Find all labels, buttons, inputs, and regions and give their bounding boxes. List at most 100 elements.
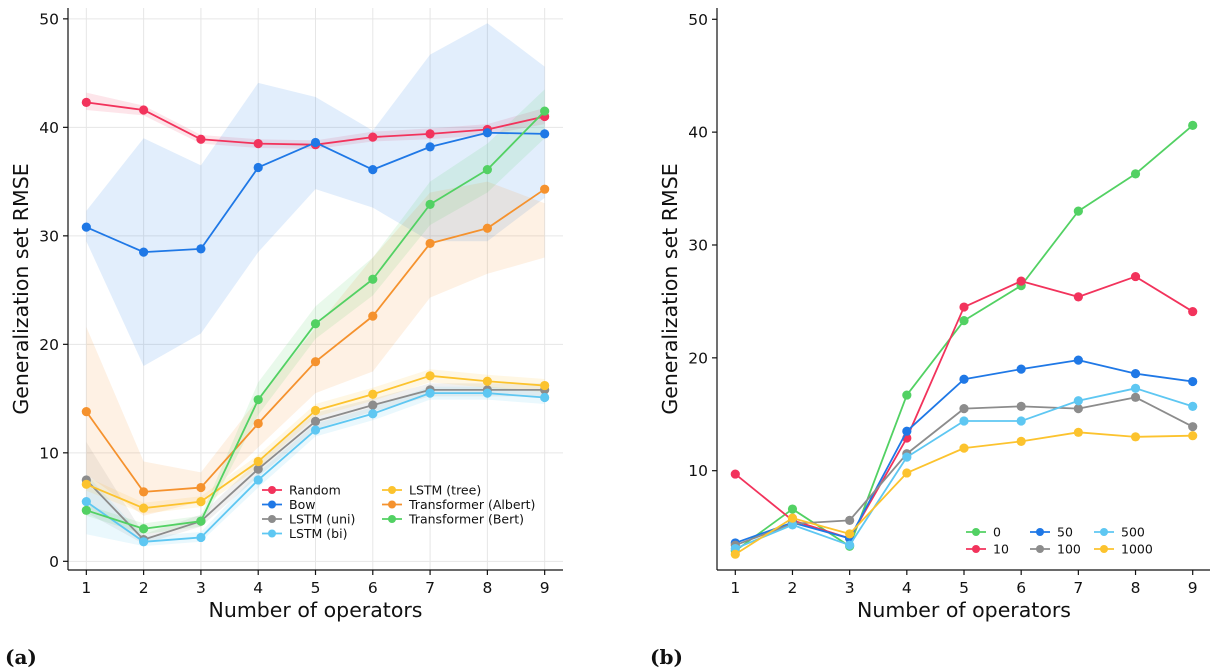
panel-b-point-s0-4 [902,390,912,400]
panel-a-point-s6-5 [310,319,321,329]
panel-b-point-s4-5 [959,416,969,426]
panel-a-point-s1-5 [310,137,321,148]
panel-a-point-s3-8 [482,388,492,398]
panel-a-point-s4-4 [253,456,263,467]
panel-b-point-s0-9 [1188,120,1198,130]
panel-b-legend-marker [1036,528,1044,536]
panel-a-y-axis-label: Generalization set RMSE [9,163,33,414]
panel-a-point-s5-4 [253,418,263,429]
panel-a-band-5 [86,181,545,516]
panel-b-point-s5-6 [1016,436,1026,446]
panel-a-point-s6-9 [540,106,550,116]
panel-b-legend-marker [1100,545,1108,553]
panel-a-legend-label: LSTM (uni) [289,512,355,527]
panel-a-point-s4-8 [482,376,492,386]
panel-b-y-tick-label: 50 [688,11,708,29]
panel-a-point-s4-7 [425,371,435,381]
panel-a-point-s4-5 [310,405,321,416]
panel-a-point-s6-8 [482,165,492,175]
panel-b-legend-label: 0 [993,525,1001,540]
panel-a-point-s1-3 [196,244,206,254]
panel-b-point-s4-8 [1130,383,1141,393]
panel-a-point-s1-4 [253,162,263,173]
panel-a-point-s3-4 [253,475,263,485]
panel-a-point-s3-9 [540,392,550,403]
panel-a-point-s4-3 [196,497,206,507]
panel-a-legend-label: Random [289,483,341,498]
panel-a-y-tick-label: 0 [49,553,59,571]
panel-b-point-s3-5 [959,404,969,414]
panel-b-point-s5-3 [845,529,855,539]
panel-a-point-s5-5 [310,357,321,367]
panel-a-point-s0-2 [139,105,149,115]
panel-a-legend-marker [268,529,276,538]
panel-a-legend-marker [268,486,276,494]
panel-a-point-s3-5 [310,425,321,435]
panel-a-point-s3-1 [81,497,91,507]
panel-b-point-s4-9 [1188,401,1198,411]
panel-b-x-tick-label: 7 [1073,579,1083,597]
panel-b-y-tick-label: 10 [688,462,708,480]
panel-b-x-tick-label: 6 [1016,579,1026,597]
panel-a-point-s4-6 [368,389,378,399]
panel-b-x-tick-label: 5 [959,579,969,597]
panel-b-point-s0-2 [787,504,798,514]
panel-b-point-s5-8 [1130,432,1141,442]
panel-b-x-tick-label: 2 [788,579,798,597]
panel-a-point-s6-7 [425,199,435,209]
panel-b-point-s2-6 [1016,364,1026,374]
panel-a-band-1 [86,23,545,367]
panel-a-point-s0-4 [253,139,263,149]
panel-b-panel-label: (b) [650,645,683,669]
panel-b-point-s0-5 [959,315,969,326]
panel-b-point-s0-8 [1130,169,1141,179]
panel-b-x-tick-label: 8 [1131,579,1141,597]
panel-b-point-s2-8 [1130,369,1141,379]
panel-b-point-s5-2 [787,513,798,523]
panel-b-y-tick-label: 40 [688,124,708,142]
panel-b-point-s5-4 [902,468,912,478]
panel-a-point-s2-5 [310,416,321,426]
panel-a-x-tick-label: 3 [196,579,206,597]
panel-a-legend-marker [268,515,276,523]
panel-a-point-s1-1 [81,222,91,232]
panel-a-x-tick-label: 1 [81,579,91,597]
panel-b-x-axis-label: Number of operators [857,598,1071,622]
panel-a-point-s5-3 [196,482,206,493]
panel-b-series-line-0 [734,124,1194,552]
panel-a-point-s3-7 [425,388,435,398]
panel-a-point-s1-9 [540,129,550,139]
panel-a-point-s1-2 [139,247,149,257]
panel-b-point-s1-7 [1073,292,1083,302]
panel-b-x-tick-label: 9 [1188,579,1198,597]
panel-a-x-tick-label: 5 [311,579,321,597]
panel-b-point-s1-9 [1188,306,1198,317]
panel-a-point-s5-7 [425,238,435,249]
panel-b-y-axis-label: Generalization set RMSE [658,163,682,414]
panel-b-point-s0-7 [1073,206,1083,216]
panel-a-point-s4-9 [540,380,550,391]
panel-a-y-tick-label: 40 [39,119,59,137]
panel-a-point-s1-6 [368,165,378,175]
panel-a-band-3 [86,386,545,547]
panel-b-point-s3-8 [1130,392,1141,402]
panel-b-legend-label: 100 [1057,542,1081,557]
panel-a-x-tick-label: 8 [482,579,492,597]
panel-a-x-tick-label: 2 [139,579,149,597]
panel-a-point-s1-8 [482,128,492,138]
panel-a-x-tick-label: 7 [425,579,435,597]
panel-b-y-tick-label: 30 [688,236,708,254]
panel-b-point-s1-8 [1130,271,1141,282]
panel-b-x-tick-label: 1 [730,579,740,597]
panel-b-legend-label: 10 [993,542,1009,557]
panel-a-point-s2-4 [253,464,263,474]
panel-a-legend-label: LSTM (tree) [409,483,481,498]
panel-a-point-s6-4 [253,395,263,405]
panel-b-point-s4-6 [1016,416,1026,426]
panel-b-legend-marker [972,545,980,553]
panel-a-point-s0-7 [425,129,435,139]
panel-a-legend-marker [388,486,396,494]
panel-a-panel-label: (a) [5,645,37,669]
panel-a-point-s4-1 [81,479,91,489]
panel-a-x-tick-label: 9 [540,579,550,597]
